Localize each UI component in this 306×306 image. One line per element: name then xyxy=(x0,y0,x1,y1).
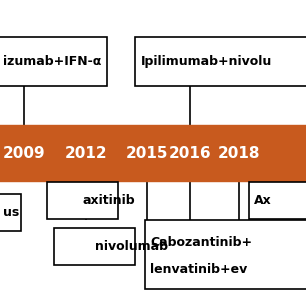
Bar xyxy=(0,194,21,231)
Bar xyxy=(0,125,306,181)
Text: axitinib: axitinib xyxy=(83,194,135,207)
Bar xyxy=(47,182,118,219)
Text: nivolumab: nivolumab xyxy=(95,240,168,253)
Text: 2015: 2015 xyxy=(126,145,168,161)
Bar xyxy=(249,182,306,219)
Text: 2016: 2016 xyxy=(168,145,211,161)
Bar xyxy=(145,220,306,289)
Text: izumab+IFN-α: izumab+IFN-α xyxy=(3,55,101,68)
Text: 2012: 2012 xyxy=(64,145,107,161)
Bar xyxy=(135,37,306,86)
Bar xyxy=(0,37,107,86)
Text: 2009: 2009 xyxy=(3,145,46,161)
Text: Cabozantinib+: Cabozantinib+ xyxy=(150,236,252,249)
Bar xyxy=(54,228,135,265)
Text: lenvatinib+ev: lenvatinib+ev xyxy=(150,263,247,276)
Text: us: us xyxy=(3,206,19,219)
Text: 2018: 2018 xyxy=(218,145,260,161)
Text: Ax: Ax xyxy=(254,194,272,207)
Text: Ipilimumab+nivolu: Ipilimumab+nivolu xyxy=(141,55,272,68)
